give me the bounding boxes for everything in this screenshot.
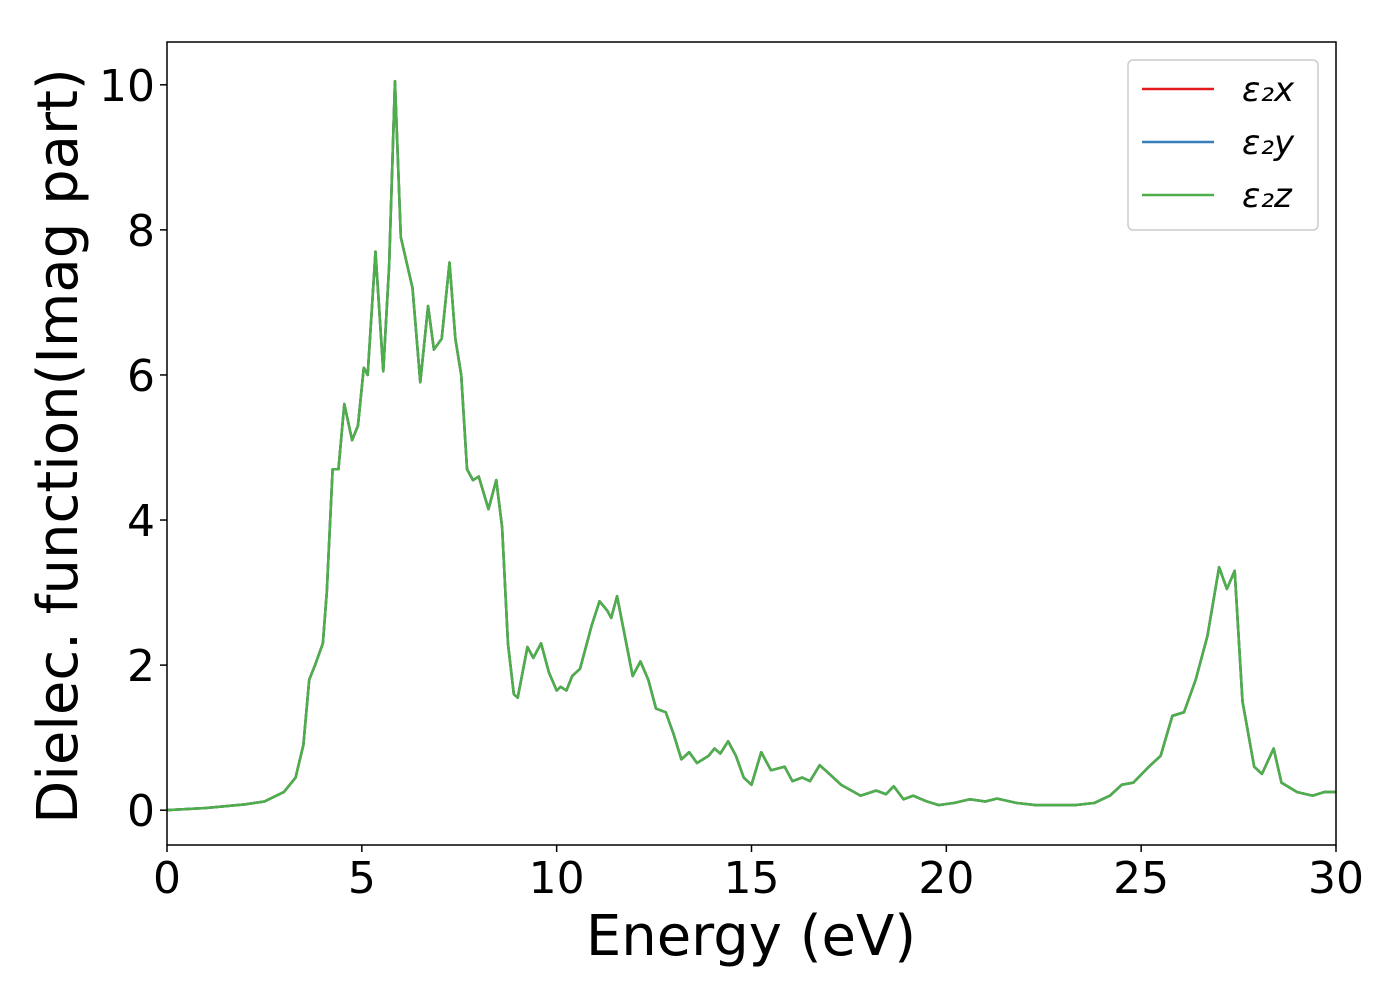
y-tick-label: 10: [99, 61, 155, 112]
x-tick-label: 0: [153, 853, 181, 904]
x-tick-label: 15: [724, 853, 780, 904]
y-tick-label: 4: [127, 496, 155, 547]
x-tick-label: 25: [1113, 853, 1169, 904]
x-tick-label: 5: [348, 853, 376, 904]
y-tick-label: 0: [127, 786, 155, 837]
x-tick-label: 20: [918, 853, 974, 904]
y-tick-label: 8: [127, 206, 155, 257]
x-tick-label: 30: [1308, 853, 1364, 904]
y-tick-label: 6: [127, 351, 155, 402]
x-axis-label: Energy (eV): [586, 904, 916, 969]
data-line: [166, 79, 1336, 812]
x-tick-label: 10: [529, 853, 585, 904]
y-tick-label: 2: [127, 641, 155, 692]
legend-label: ε₂z: [1242, 176, 1293, 216]
legend-label: ε₂y: [1242, 123, 1295, 163]
plot-frame: [166, 41, 1337, 846]
legend-box: [1127, 59, 1319, 231]
y-axis-label: Dielec. function(Imag part): [26, 68, 91, 824]
legend-label: ε₂x: [1242, 70, 1295, 110]
